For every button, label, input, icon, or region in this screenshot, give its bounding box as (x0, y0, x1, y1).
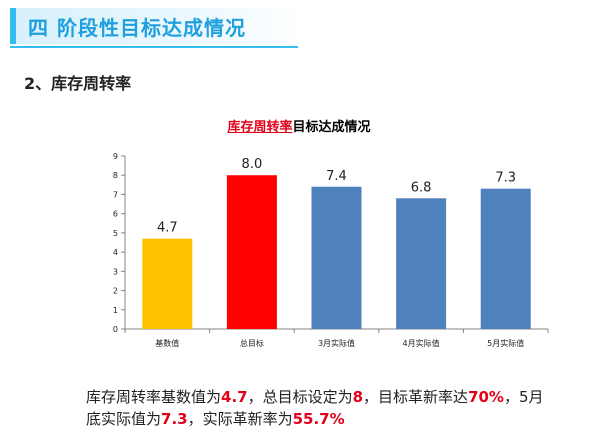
summary-base-value: 4.7 (221, 388, 248, 406)
summary-part-1: 库存周转率基数值为 (86, 388, 222, 406)
section-title: 四 阶段性目标达成情况 (28, 16, 246, 40)
summary-part-3: ，目标革新率达 (363, 388, 469, 406)
x-tick-label: 4月实际值 (403, 338, 440, 348)
section-accent-bar (10, 8, 16, 44)
data-label: 7.3 (495, 171, 516, 186)
section-underline (10, 46, 298, 48)
x-tick-label: 基数值 (155, 338, 179, 348)
y-tick-label: 0 (113, 325, 118, 334)
data-label: 7.4 (326, 169, 347, 184)
chart-title: 库存周转率目标达成情况 (0, 116, 598, 135)
y-tick-label: 7 (113, 190, 118, 199)
subheading: 2、库存周转率 (24, 74, 132, 93)
bar-3 (311, 186, 362, 329)
summary-part-2: ，总目标设定为 (247, 388, 353, 406)
data-label: 6.8 (411, 180, 432, 195)
y-tick-label: 9 (113, 152, 118, 161)
y-tick-label: 6 (113, 210, 118, 219)
x-tick-label: 总目标 (240, 338, 264, 348)
x-tick-label: 3月实际值 (318, 338, 355, 348)
bar-4 (396, 198, 447, 329)
summary-may-value: 7.3 (161, 410, 188, 428)
y-tick-label: 5 (113, 229, 118, 238)
chart-title-highlight: 库存周转率 (227, 120, 293, 135)
summary-target-value: 8 (352, 388, 364, 406)
chart-title-rest: 目标达成情况 (292, 120, 371, 135)
bar-2 (226, 175, 277, 329)
summary-actual-rate: 55.7% (292, 410, 345, 428)
bar-1 (142, 238, 193, 329)
y-tick-label: 3 (113, 267, 118, 276)
summary-target-rate: 70% (468, 388, 504, 406)
y-tick-label: 2 (113, 287, 118, 296)
bar-5 (480, 188, 531, 329)
summary-part-4: ，5月底实际值为 (86, 388, 544, 428)
section-header: 四 阶段性目标达成情况 (10, 8, 300, 44)
x-tick-label: 5月实际值 (487, 338, 524, 348)
data-label: 4.7 (157, 221, 178, 236)
y-tick-label: 4 (113, 248, 118, 257)
summary-part-5: ，实际革新率为 (187, 410, 293, 428)
y-tick-label: 8 (113, 171, 118, 180)
y-tick-label: 1 (113, 306, 118, 315)
data-label: 8.0 (242, 157, 263, 172)
summary-text: 库存周转率基数值为4.7，总目标设定为8，目标革新率达70%，5月底实际值为7.… (86, 386, 556, 430)
